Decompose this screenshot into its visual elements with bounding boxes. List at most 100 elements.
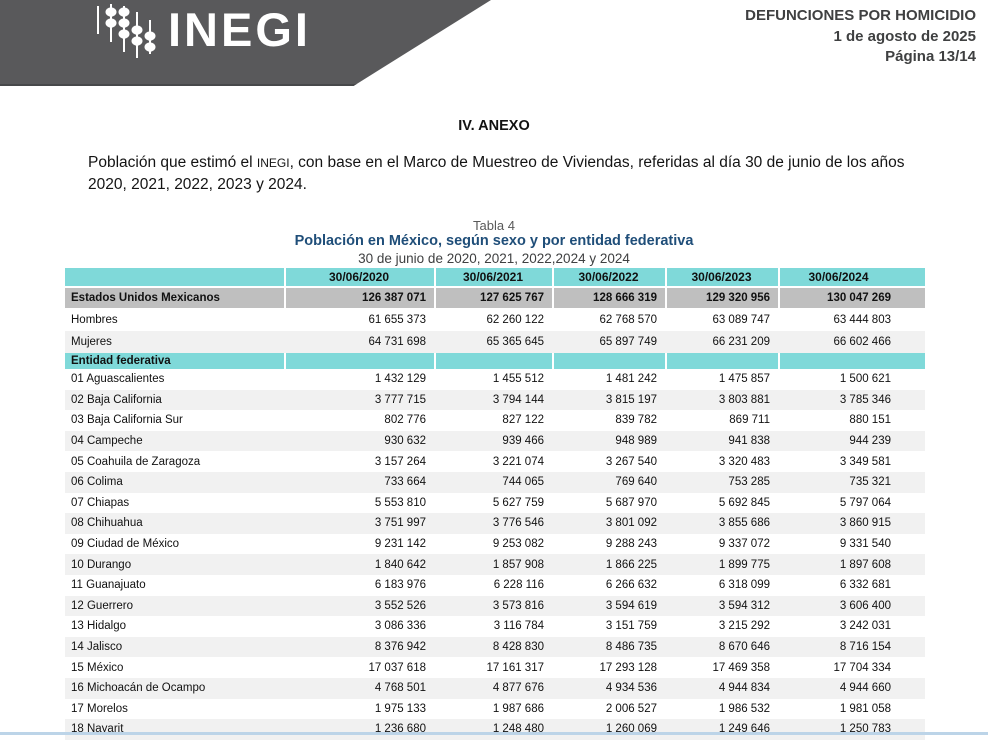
row-value: 769 640 <box>615 476 657 489</box>
row-value: 744 065 <box>502 476 544 489</box>
row-value: 4 877 676 <box>492 682 544 695</box>
row-value: 1 987 686 <box>492 702 544 715</box>
row-value <box>434 353 552 369</box>
row-value <box>552 353 665 369</box>
row-value: 5 687 970 <box>605 496 657 509</box>
row-value: 1 455 512 <box>492 373 544 386</box>
row-value: 3 320 483 <box>718 455 770 468</box>
row-label: Hombres <box>71 313 118 326</box>
column-header: 30/06/2024 <box>778 268 925 288</box>
row-value: 3 594 312 <box>718 599 770 612</box>
row-value <box>665 353 778 369</box>
row-value: 4 944 834 <box>718 682 770 695</box>
row-label: 10 Durango <box>71 558 132 571</box>
row-value: 17 469 358 <box>712 661 770 674</box>
row-label: Entidad federativa <box>71 355 171 367</box>
section-heading: IV. ANEXO <box>458 118 530 134</box>
row-value: 3 116 784 <box>493 620 544 633</box>
row-label: 04 Campeche <box>71 435 143 448</box>
row-value: 6 318 099 <box>718 579 770 592</box>
row-label: 07 Chiapas <box>71 496 130 509</box>
row-label: 13 Hidalgo <box>71 620 126 633</box>
row-value: 3 157 264 <box>374 455 426 468</box>
row-value: 1 236 680 <box>374 723 426 736</box>
row-value: 1 840 642 <box>374 558 426 571</box>
row-value: 3 215 292 <box>718 620 770 633</box>
row-value: 2 006 527 <box>605 702 657 715</box>
table-subtitle: 30 de junio de 2020, 2021, 2022,2024 y 2… <box>358 251 630 266</box>
row-value: 1 899 775 <box>718 558 770 571</box>
row-value: 1 500 621 <box>839 373 891 386</box>
row-value: 1 475 857 <box>718 373 770 386</box>
row-value: 1 986 532 <box>718 702 770 715</box>
row-label: 12 Guerrero <box>71 599 134 612</box>
row-value: 827 122 <box>502 414 544 427</box>
page-bottom-edge <box>0 732 988 735</box>
row-value: 130 047 269 <box>778 288 925 308</box>
row-value: 8 716 154 <box>839 641 891 654</box>
row-value: 1 981 058 <box>839 702 891 715</box>
row-label: 17 Morelos <box>71 702 128 715</box>
row-value: 1 248 480 <box>492 723 544 736</box>
row-value: 3 860 915 <box>839 517 891 530</box>
row-label: Estados Unidos Mexicanos <box>71 292 220 304</box>
corner-cell <box>65 268 284 288</box>
row-value: 1 481 242 <box>605 373 657 386</box>
row-value: 4 768 501 <box>374 682 426 695</box>
row-value: 3 267 540 <box>605 455 657 468</box>
row-value: 1 975 133 <box>374 702 426 715</box>
row-label: 11 Guanajuato <box>71 579 146 592</box>
row-value: 128 666 319 <box>552 288 665 308</box>
row-value: 5 627 759 <box>492 496 544 509</box>
row-value: 869 711 <box>729 414 770 427</box>
row-value: 65 897 749 <box>599 336 657 348</box>
row-label: 14 Jalisco <box>71 641 123 654</box>
row-value: 6 266 632 <box>605 579 657 592</box>
document-header-info: DEFUNCIONES POR HOMICIDIO 1 de agosto de… <box>745 6 976 68</box>
row-label: 02 Baja California <box>71 393 162 406</box>
row-value: 3 594 619 <box>605 599 657 612</box>
row-value: 17 704 334 <box>833 661 891 674</box>
row-value: 9 288 243 <box>605 538 657 551</box>
row-value: 802 776 <box>384 414 426 427</box>
column-header: 30/06/2020 <box>284 268 434 288</box>
document-title: DEFUNCIONES POR HOMICIDIO <box>745 7 976 24</box>
row-value: 3 349 581 <box>839 455 891 468</box>
entity-row: 09 Ciudad de México 9 231 142 9 253 082 9 2… <box>65 533 925 555</box>
row-label: 15 México <box>71 661 124 674</box>
inegi-logo-text: INEGI <box>168 3 311 56</box>
row-value: 8 670 646 <box>718 641 770 654</box>
entity-header-row: Entidad federativa <box>65 353 925 369</box>
row-value: 3 221 074 <box>492 455 544 468</box>
row-label: 01 Aguascalientes <box>71 373 165 386</box>
entity-row: 06 Colima 733 664 744 065 769 640 753 285 735… <box>65 471 925 493</box>
row-label: 16 Michoacán de Ocampo <box>71 682 206 695</box>
row-value: 3 801 092 <box>605 517 657 530</box>
inegi-logo-banner: INEGI <box>0 0 491 86</box>
row-value: 65 365 645 <box>486 336 544 348</box>
row-value: 4 944 660 <box>839 682 891 695</box>
row-value: 733 664 <box>384 476 426 489</box>
entity-row: 02 Baja California 3 777 715 3 794 144 3 81… <box>65 389 925 411</box>
entity-row: 10 Durango 1 840 642 1 857 908 1 866 225 1 8… <box>65 554 925 575</box>
row-label: 06 Colima <box>71 476 123 489</box>
row-value: 3 086 336 <box>374 620 426 633</box>
row-value: 3 573 816 <box>492 599 544 612</box>
entity-row: 04 Campeche 930 632 939 466 948 989 941 838 9… <box>65 430 925 452</box>
row-value: 1 249 646 <box>718 723 770 736</box>
row-value: 3 777 715 <box>374 393 426 406</box>
table-title: Población en México, según sexo y por en… <box>294 233 694 249</box>
row-value: 1 260 069 <box>605 723 657 736</box>
row-value: 1 250 783 <box>839 723 891 736</box>
row-value: 735 321 <box>849 476 891 489</box>
row-value: 8 428 830 <box>492 641 544 654</box>
row-value: 4 934 536 <box>605 682 657 695</box>
row-value: 63 089 747 <box>712 313 770 326</box>
row-value: 1 432 129 <box>374 373 426 386</box>
row-value: 9 337 072 <box>718 538 770 551</box>
row-value: 839 782 <box>615 414 657 427</box>
row-value: 880 151 <box>849 414 891 427</box>
total-row: Estados Unidos Mexicanos 126 387 071 127 6… <box>65 288 925 308</box>
row-value: 944 239 <box>849 435 891 448</box>
row-value: 1 866 225 <box>605 558 657 571</box>
